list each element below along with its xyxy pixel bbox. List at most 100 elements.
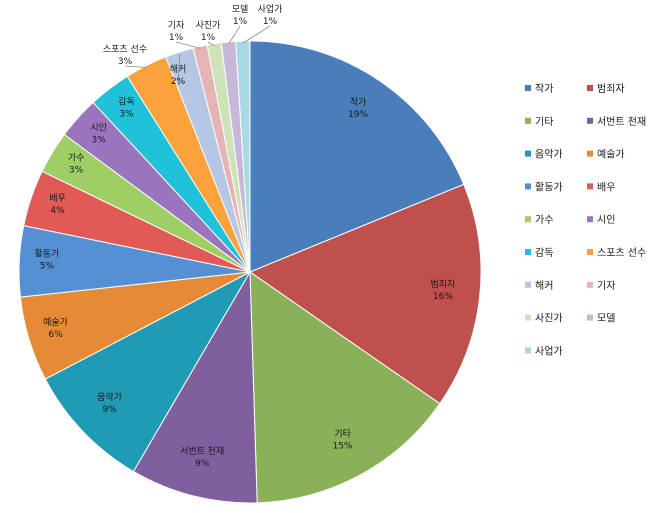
slice-percent-label: 3% xyxy=(118,57,133,67)
slice-label: 기자 xyxy=(168,20,185,31)
legend-swatch xyxy=(525,314,531,321)
slice-percent-label: 16% xyxy=(433,292,453,302)
legend-label: 배우 xyxy=(597,181,615,193)
slice-0 xyxy=(249,40,465,273)
slice-labels: 작가 19% 범죄자 16% 기타 15% 서번트 천재 9% 음악가 9% 예술가 6% 활동가 5% 배… xyxy=(34,3,456,469)
leader-line xyxy=(177,53,181,87)
slice-percent-label: 15% xyxy=(333,442,353,452)
slice-percent-label: 5% xyxy=(40,262,55,272)
legend-label: 기타 xyxy=(535,116,553,128)
legend-label: 모델 xyxy=(597,313,615,325)
slice-label: 활동가 xyxy=(34,248,59,260)
legend-label: 음악가 xyxy=(535,149,563,161)
legend-swatch xyxy=(587,117,593,124)
slice-label: 범죄자 xyxy=(430,279,456,290)
legend-label: 서번트 천재 xyxy=(597,116,646,128)
slice-label: 가수 xyxy=(68,153,85,164)
legend-item: 배우 xyxy=(587,181,615,193)
legend-swatch xyxy=(587,314,593,321)
slice-percent-label: 9% xyxy=(195,459,210,469)
slice-percent-label: 9% xyxy=(102,405,117,415)
legend-swatch xyxy=(525,281,531,288)
legend-item: 해커 xyxy=(525,279,553,292)
slice-label: 해커 xyxy=(170,64,187,75)
slice-label: 예술가 xyxy=(43,317,68,328)
legend-item: 음악가 xyxy=(525,149,563,161)
legend-label: 스포츠 선수 xyxy=(597,247,646,259)
slice-3 xyxy=(132,270,258,504)
legend-label: 기자 xyxy=(597,280,615,292)
legend-swatch xyxy=(587,150,593,157)
leader-line xyxy=(124,65,148,68)
legend-swatch xyxy=(525,183,531,190)
slice-label: 스포츠 선수 xyxy=(103,44,147,55)
slice-percent-label: 1% xyxy=(169,33,184,43)
legend-item: 범죄자 xyxy=(587,83,625,95)
slice-4 xyxy=(44,270,252,473)
legend-item: 시인 xyxy=(587,214,615,226)
legend-swatch xyxy=(525,117,531,124)
slice-label: 사진가 xyxy=(196,20,221,31)
legend-label: 시인 xyxy=(597,214,615,226)
slice-16 xyxy=(235,40,251,273)
legend-label: 해커 xyxy=(535,279,553,292)
legend-item: 예술가 xyxy=(587,149,625,161)
legend-swatch xyxy=(587,249,593,255)
slice-percent-label: 1% xyxy=(201,33,216,43)
leader-lines xyxy=(124,25,271,87)
slice-percent-label: 2% xyxy=(171,77,186,87)
slice-percent-label: 19% xyxy=(348,110,368,120)
pie-slices xyxy=(18,40,482,504)
slice-label: 감독 xyxy=(118,96,135,108)
legend-label: 사진가 xyxy=(535,313,563,325)
legend-item: 사진가 xyxy=(525,313,563,325)
legend-label: 활동가 xyxy=(535,180,563,193)
legend-swatch xyxy=(587,216,593,223)
slice-label: 배우 xyxy=(49,193,66,204)
slice-percent-label: 3% xyxy=(92,135,107,145)
legend-swatch xyxy=(525,85,531,91)
slice-label: 기타 xyxy=(334,429,351,440)
legend-swatch xyxy=(525,249,531,255)
legend-label: 가수 xyxy=(535,214,553,226)
legend-item: 감독 xyxy=(525,247,553,259)
leader-line xyxy=(207,41,215,47)
legend-swatch xyxy=(525,347,531,354)
legend-label: 감독 xyxy=(535,247,553,259)
slice-percent-label: 1% xyxy=(233,17,248,27)
slice-label: 음악가 xyxy=(97,391,122,403)
slice-percent-label: 1% xyxy=(263,17,278,27)
legend-label: 작가 xyxy=(535,83,553,95)
legend-item: 활동가 xyxy=(525,180,563,193)
legend-swatch xyxy=(525,150,531,157)
legend-item: 사업가 xyxy=(525,344,563,357)
legend-item: 모델 xyxy=(587,313,615,325)
legend-swatch xyxy=(587,183,593,190)
legend-label: 사업가 xyxy=(535,344,563,357)
slice-label: 서번트 천재 xyxy=(180,446,224,457)
slice-label: 모델 xyxy=(232,3,249,15)
legend-item: 기타 xyxy=(525,116,553,128)
slice-label: 사업가 xyxy=(258,4,283,15)
slice-percent-label: 3% xyxy=(69,166,84,176)
slice-percent-label: 4% xyxy=(50,206,65,216)
legend-item: 가수 xyxy=(525,214,553,226)
legend-swatch xyxy=(587,281,593,288)
leader-line xyxy=(228,25,241,45)
slice-percent-label: 3% xyxy=(119,110,134,120)
legend-item: 기자 xyxy=(587,280,615,292)
slice-label: 시인 xyxy=(90,122,107,133)
legend-label: 범죄자 xyxy=(597,83,625,95)
legend-swatch xyxy=(525,216,531,223)
leader-line xyxy=(175,41,201,49)
legend-item: 스포츠 선수 xyxy=(587,247,646,259)
slice-2 xyxy=(249,271,441,504)
leader-line xyxy=(242,25,271,44)
slice-1 xyxy=(248,183,482,405)
legend-item: 작가 xyxy=(525,83,553,95)
slice-label: 작가 xyxy=(350,97,367,108)
legend-label: 예술가 xyxy=(597,149,625,161)
